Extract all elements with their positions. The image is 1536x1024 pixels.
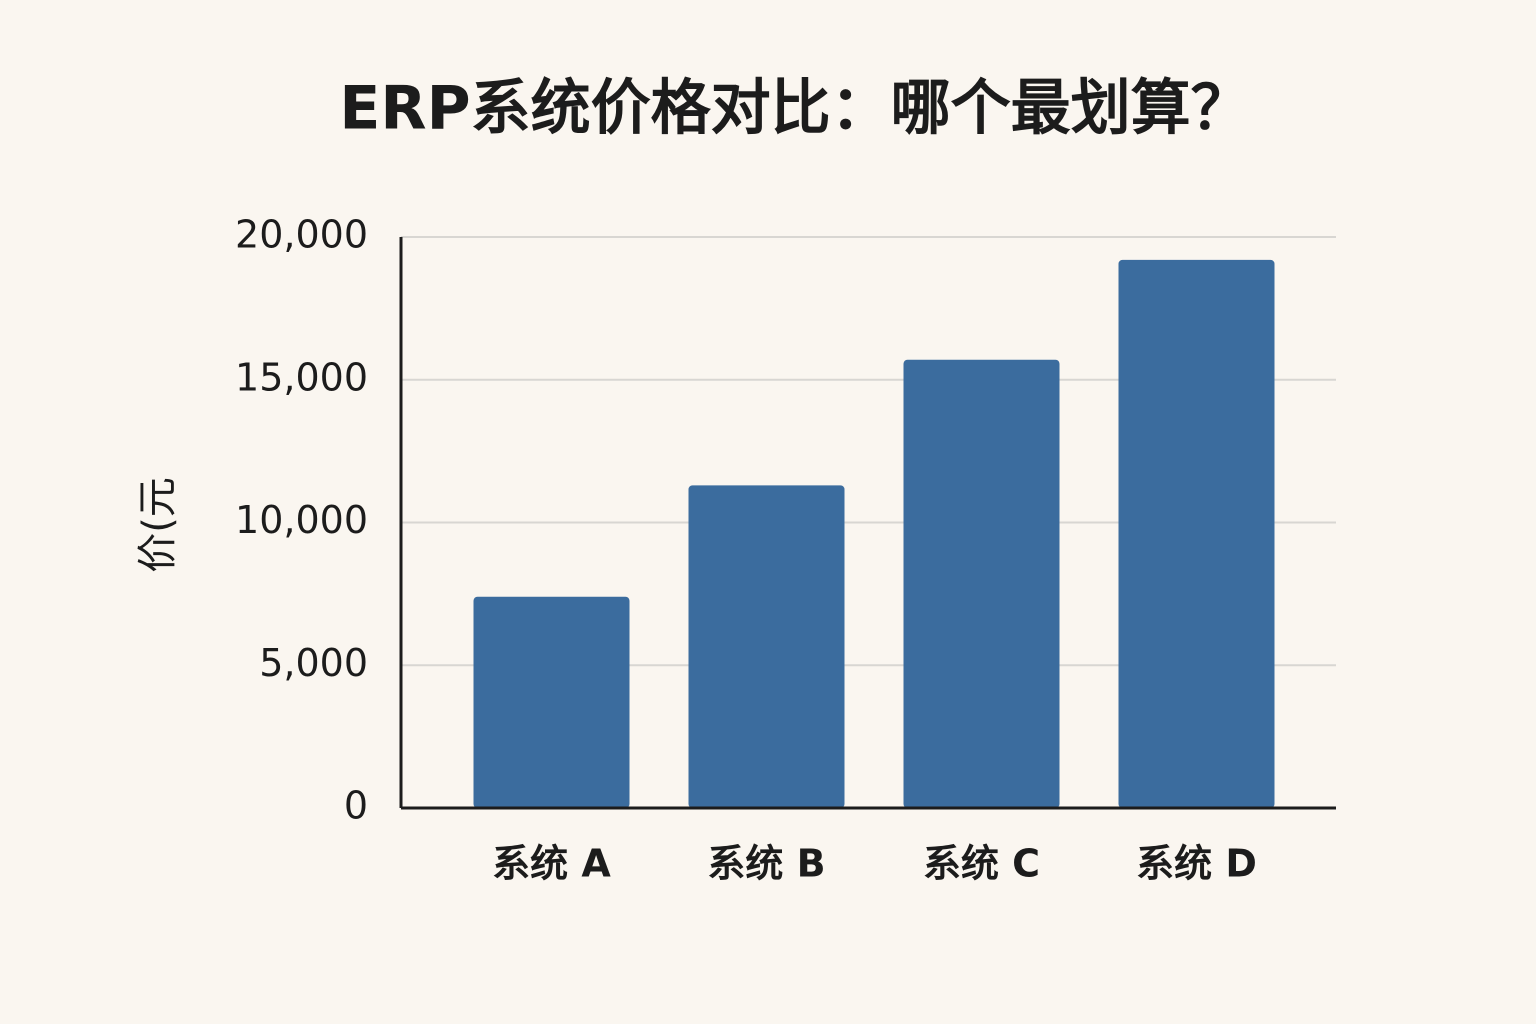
- bar: [903, 359, 1060, 808]
- x-tick-label: 系统 A: [492, 842, 611, 886]
- bar: [688, 485, 845, 808]
- bar: [1118, 259, 1275, 809]
- y-tick-label: 20,000: [235, 213, 368, 257]
- x-tick-label: 系统 C: [923, 842, 1040, 886]
- chart-title: ERP系统价格对比：哪个最划算？: [339, 74, 1250, 144]
- x-tick-label: 系统 D: [1136, 842, 1257, 886]
- y-tick-label: 0: [344, 784, 368, 828]
- y-axis-label: 价(元: [135, 477, 181, 573]
- x-tick-label: 系统 B: [707, 842, 825, 886]
- bar: [473, 596, 630, 808]
- y-tick-label: 10,000: [235, 498, 368, 542]
- y-tick-label: 5,000: [259, 641, 368, 685]
- y-tick-label: 15,000: [235, 355, 368, 399]
